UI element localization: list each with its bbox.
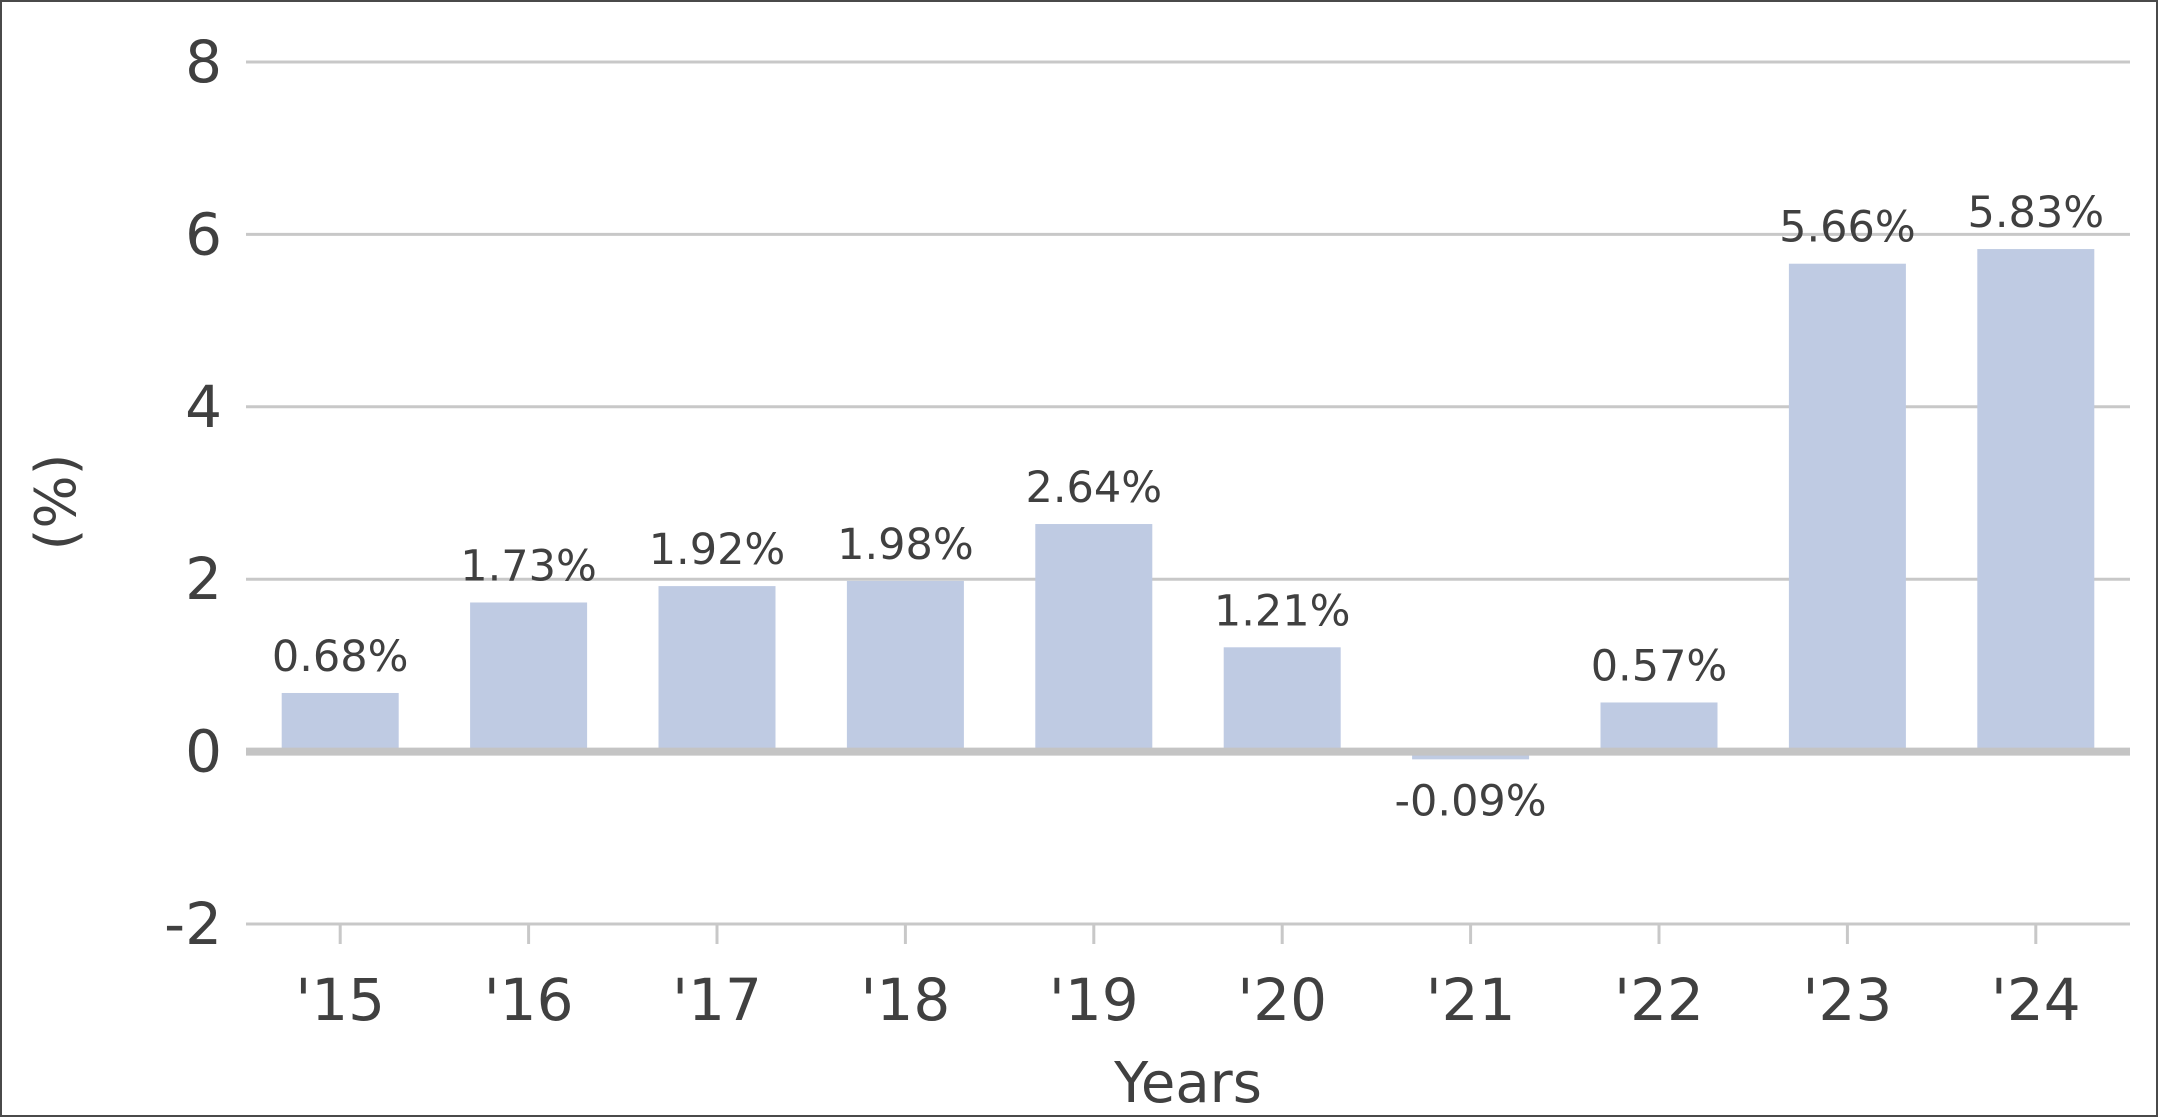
x-tick-label: '17 [672,966,762,1034]
y-tick-label: 4 [185,373,222,441]
x-tick-label: '24 [1991,966,2081,1034]
data-label: 0.68% [272,632,409,682]
data-label: 5.83% [1967,188,2104,238]
data-labels: 0.68% 1.73% 1.92% 1.98% 2.64% 1.21% -0.09% 0.57… [272,188,2104,826]
x-tick-label: '22 [1614,966,1704,1034]
x-axis-title: Years [1113,1051,1262,1116]
x-tick-label: '16 [484,966,574,1034]
data-label: 1.98% [837,520,974,570]
bar [846,580,964,752]
y-tick-label: -2 [164,890,222,958]
bars [281,249,2095,760]
data-label: -0.09% [1395,776,1547,826]
bar [470,602,588,752]
bar [1223,647,1341,752]
y-tick-label: 8 [185,28,222,96]
data-label: 1.73% [460,541,597,591]
data-label: 1.92% [649,525,786,575]
data-label: 0.57% [1591,641,1728,691]
x-tick-label: '19 [1049,966,1139,1034]
data-label: 1.21% [1214,586,1351,636]
x-tick-label: '18 [861,966,951,1034]
bar [1035,524,1153,752]
bar [1600,702,1718,752]
bar [1977,249,2095,752]
bar [658,586,776,752]
y-tick-label: 6 [185,200,222,268]
x-tick-label: '23 [1803,966,1893,1034]
bar [281,692,399,752]
x-tick-label: '20 [1237,966,1327,1034]
x-tick-labels: '15 '16 '17 '18 '19 '20 '21 '22 '23 '24 [295,966,2080,1034]
data-label: 5.66% [1779,203,1916,253]
bar [1788,263,1906,752]
data-label: 2.64% [1025,463,1162,513]
x-tick-label: '15 [295,966,385,1034]
y-tick-label: 2 [185,545,222,613]
x-tick-label: '21 [1426,966,1516,1034]
y-axis-title: (%) [24,454,89,551]
y-tick-label: 0 [185,718,222,786]
axis-ticks [338,924,2038,944]
y-tick-labels: -2 0 2 4 6 8 [164,28,222,958]
